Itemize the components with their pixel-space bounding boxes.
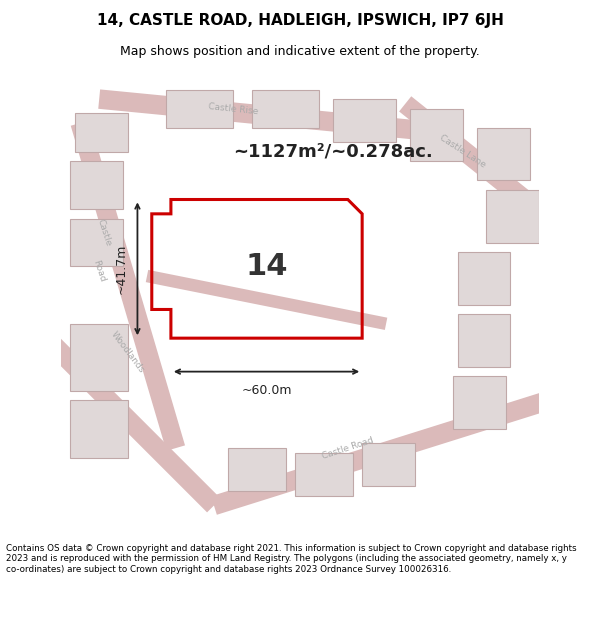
Polygon shape (458, 252, 511, 304)
Polygon shape (70, 219, 123, 266)
Text: ~60.0m: ~60.0m (241, 384, 292, 397)
Text: Woodlands: Woodlands (109, 330, 146, 375)
Text: Contains OS data © Crown copyright and database right 2021. This information is : Contains OS data © Crown copyright and d… (6, 544, 577, 574)
Polygon shape (487, 190, 539, 242)
Polygon shape (453, 376, 506, 429)
Polygon shape (477, 127, 530, 181)
Polygon shape (70, 400, 128, 458)
Polygon shape (334, 99, 395, 142)
Text: 14: 14 (245, 252, 288, 281)
Polygon shape (410, 109, 463, 161)
Polygon shape (70, 161, 123, 209)
Text: Castle Road: Castle Road (321, 436, 375, 461)
Polygon shape (362, 443, 415, 486)
Text: Castle Lane: Castle Lane (438, 134, 487, 170)
Polygon shape (166, 89, 233, 127)
Polygon shape (70, 324, 128, 391)
Text: Castle Rise: Castle Rise (208, 101, 259, 116)
Text: 14, CASTLE ROAD, HADLEIGH, IPSWICH, IP7 6JH: 14, CASTLE ROAD, HADLEIGH, IPSWICH, IP7 … (97, 13, 503, 28)
Polygon shape (228, 448, 286, 491)
Text: ~1127m²/~0.278ac.: ~1127m²/~0.278ac. (233, 142, 433, 161)
Text: Map shows position and indicative extent of the property.: Map shows position and indicative extent… (120, 44, 480, 58)
Polygon shape (295, 453, 353, 496)
Polygon shape (458, 314, 511, 367)
Polygon shape (75, 114, 128, 152)
Polygon shape (252, 89, 319, 127)
Text: ~41.7m: ~41.7m (115, 244, 128, 294)
Text: Road: Road (91, 259, 107, 283)
Text: Castle: Castle (95, 218, 113, 248)
